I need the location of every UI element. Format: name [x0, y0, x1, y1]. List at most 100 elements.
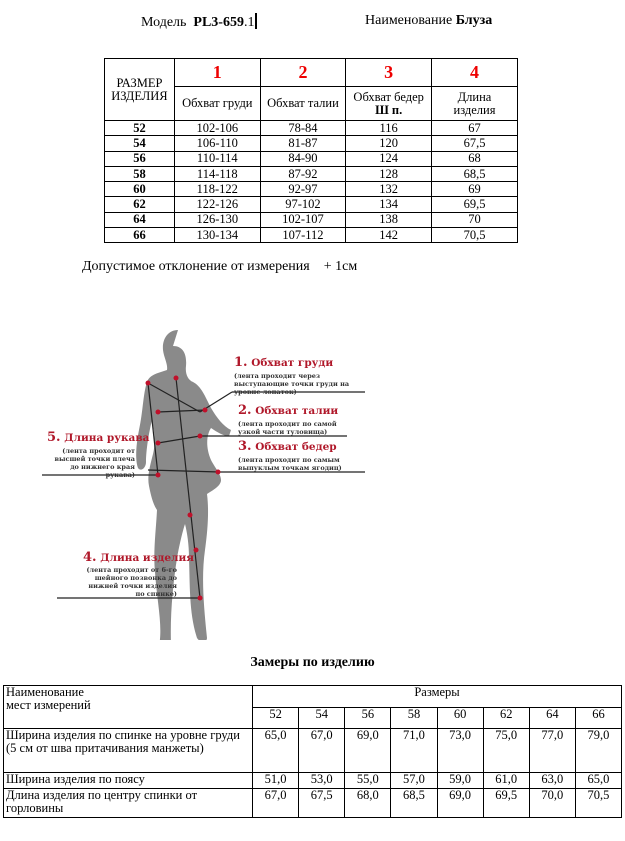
measure-table: Наименование мест измерений Размеры 52 54… — [3, 685, 623, 818]
column-number: 1 — [173, 58, 261, 87]
model-header: Модель PL3-659.1 — [141, 13, 258, 31]
value-cell: 78-84 — [259, 119, 347, 137]
value-cell: 67,5 — [298, 788, 346, 818]
text-cursor — [255, 13, 258, 29]
note-hips: (лента проходит по самым выпуклым точкам… — [238, 456, 342, 472]
value-cell: 87-92 — [259, 165, 347, 183]
value-cell: 69 — [431, 181, 518, 198]
note-chest: (лента проходит через выступающие точки … — [234, 372, 350, 396]
value-cell: 55,0 — [344, 772, 392, 789]
value-cell: 116 — [345, 119, 432, 137]
value-cell: 92-97 — [259, 181, 347, 198]
value-cell: 107-112 — [259, 227, 347, 244]
size-cell: 54 — [104, 135, 175, 152]
measurement-figure: 1. Обхват груди (лента проходит через вы… — [0, 320, 420, 640]
size-cell: 66 — [104, 227, 175, 244]
measure-name: Ширина изделия по спинке на уровне груди… — [3, 728, 253, 773]
column-header: Обхват бедер Ш п. — [345, 86, 432, 121]
size-header-cell: 58 — [390, 707, 438, 729]
size-header-cell: 54 — [298, 707, 346, 729]
table-row: Ширина изделия по спинке на уровне груди… — [3, 728, 623, 773]
table-row: 52 102-106 78-84 116 67 — [104, 119, 518, 137]
value-cell: 70,5 — [431, 227, 518, 244]
label-hips: 3. Обхват бедер — [238, 439, 337, 454]
measure-name: Ширина изделия по поясу — [3, 772, 253, 789]
table-row: 56 110-114 84-90 124 68 — [104, 150, 518, 167]
value-cell: 122-126 — [173, 196, 261, 213]
table-row: 66 130-134 107-112 142 70,5 — [104, 227, 518, 244]
value-cell: 79,0 — [574, 728, 623, 773]
size-header-cell: 60 — [436, 707, 484, 729]
value-cell: 67,5 — [431, 135, 518, 152]
label-length: 4. Длина изделия — [83, 550, 195, 565]
name-value: Блуза — [455, 13, 493, 28]
value-cell: 138 — [345, 211, 432, 229]
value-cell: 68,5 — [390, 788, 438, 818]
measure-table-title: Замеры по изделию — [250, 655, 375, 670]
column-number: 4 — [431, 58, 518, 87]
measure-name: Длина изделия по центру спинки от горлов… — [3, 788, 253, 818]
value-cell: 57,0 — [390, 772, 438, 789]
value-cell: 130-134 — [173, 227, 261, 244]
size-cell: 56 — [104, 150, 175, 167]
column-header: Обхват груди — [173, 86, 261, 121]
value-cell: 102-106 — [173, 119, 261, 137]
tolerance-value: + 1см — [323, 259, 358, 274]
value-cell: 67,0 — [251, 788, 300, 818]
body-silhouette — [42, 330, 365, 640]
size-cell: 64 — [104, 211, 175, 229]
value-cell: 65,0 — [574, 772, 623, 789]
column-number: 2 — [259, 58, 347, 87]
table-row: 58 114-118 87-92 128 68,5 — [104, 165, 518, 183]
value-cell: 51,0 — [251, 772, 300, 789]
value-cell: 68,0 — [344, 788, 392, 818]
size-header-cell: 64 — [528, 707, 576, 729]
value-cell: 61,0 — [482, 772, 530, 789]
value-cell: 68,5 — [431, 165, 518, 183]
value-cell: 69,5 — [431, 196, 518, 213]
column-header: Обхват талии — [259, 86, 347, 121]
note-sleeve: (лента проходит от высшей точки плеча до… — [54, 447, 135, 479]
value-cell: 70,5 — [574, 788, 623, 818]
table-row: Длина изделия по центру спинки от горлов… — [3, 788, 623, 818]
value-cell: 106-110 — [173, 135, 261, 152]
size-header-cell: 62 — [482, 707, 530, 729]
value-cell: 126-130 — [173, 211, 261, 229]
table-row: 62 122-126 97-102 134 69,5 — [104, 196, 518, 213]
table-row: Ширина изделия по поясу 51,0 53,0 55,0 57,0 5… — [3, 772, 623, 789]
sizes-header: Размеры — [252, 685, 622, 708]
value-cell: 71,0 — [390, 728, 438, 773]
size-header-cell: 52 — [251, 707, 300, 729]
tolerance-note: Допустимое отклонение от измерения + 1см — [82, 259, 358, 274]
name-header: Наименование Блуза — [365, 13, 492, 29]
value-cell: 67,0 — [298, 728, 346, 773]
value-cell: 142 — [345, 227, 432, 244]
column-header: Длина изделия — [431, 86, 518, 121]
name-label: Наименование — [365, 13, 453, 28]
value-cell: 69,5 — [482, 788, 530, 818]
value-cell: 84-90 — [259, 150, 347, 167]
table-row: 60 118-122 92-97 132 69 — [104, 181, 518, 198]
size-header-cell: 56 — [344, 707, 392, 729]
size-cell: 52 — [104, 119, 175, 137]
value-cell: 81-87 — [259, 135, 347, 152]
label-chest: 1. Обхват груди — [234, 355, 334, 370]
value-cell: 128 — [345, 165, 432, 183]
value-cell: 134 — [345, 196, 432, 213]
value-cell: 97-102 — [259, 196, 347, 213]
note-waist: (лента проходит по самой узкой части тул… — [238, 420, 337, 436]
value-cell: 59,0 — [436, 772, 484, 789]
value-cell: 69,0 — [436, 788, 484, 818]
value-cell: 75,0 — [482, 728, 530, 773]
value-cell: 114-118 — [173, 165, 261, 183]
name-header: Наименование мест измерений — [3, 685, 253, 729]
value-cell: 63,0 — [528, 772, 576, 789]
measurement-markers — [145, 375, 221, 601]
label-waist: 2. Обхват талии — [238, 403, 339, 418]
value-cell: 65,0 — [251, 728, 300, 773]
value-cell: 102-107 — [259, 211, 347, 229]
column-number: 3 — [345, 58, 432, 87]
note-length: (лента проходит от 6-го шейного позвонка… — [86, 566, 177, 598]
value-cell: 67 — [431, 119, 518, 137]
value-cell: 70,0 — [528, 788, 576, 818]
